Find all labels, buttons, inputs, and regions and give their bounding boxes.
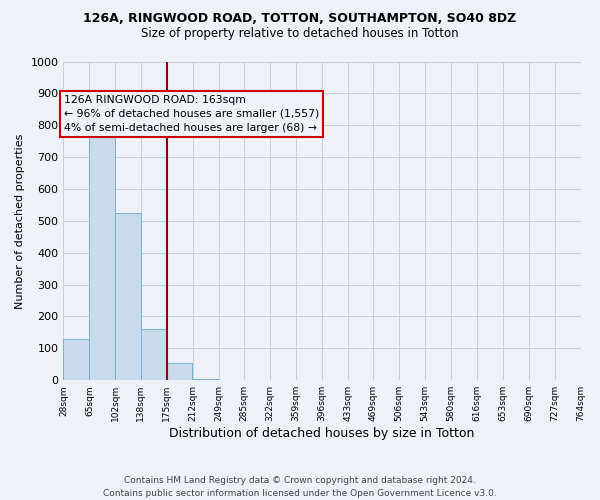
- X-axis label: Distribution of detached houses by size in Totton: Distribution of detached houses by size …: [169, 427, 475, 440]
- Bar: [193, 378, 218, 380]
- Text: Size of property relative to detached houses in Totton: Size of property relative to detached ho…: [141, 28, 459, 40]
- Bar: [89, 133, 115, 380]
- Text: 126A, RINGWOOD ROAD, TOTTON, SOUTHAMPTON, SO40 8DZ: 126A, RINGWOOD ROAD, TOTTON, SOUTHAMPTON…: [83, 12, 517, 26]
- Text: Contains HM Land Registry data © Crown copyright and database right 2024.
Contai: Contains HM Land Registry data © Crown c…: [103, 476, 497, 498]
- Text: 126A RINGWOOD ROAD: 163sqm
← 96% of detached houses are smaller (1,557)
4% of se: 126A RINGWOOD ROAD: 163sqm ← 96% of deta…: [64, 95, 319, 133]
- Bar: [64, 339, 89, 380]
- Bar: [140, 329, 166, 380]
- Bar: [115, 213, 141, 380]
- Bar: [167, 362, 193, 380]
- Y-axis label: Number of detached properties: Number of detached properties: [15, 133, 25, 308]
